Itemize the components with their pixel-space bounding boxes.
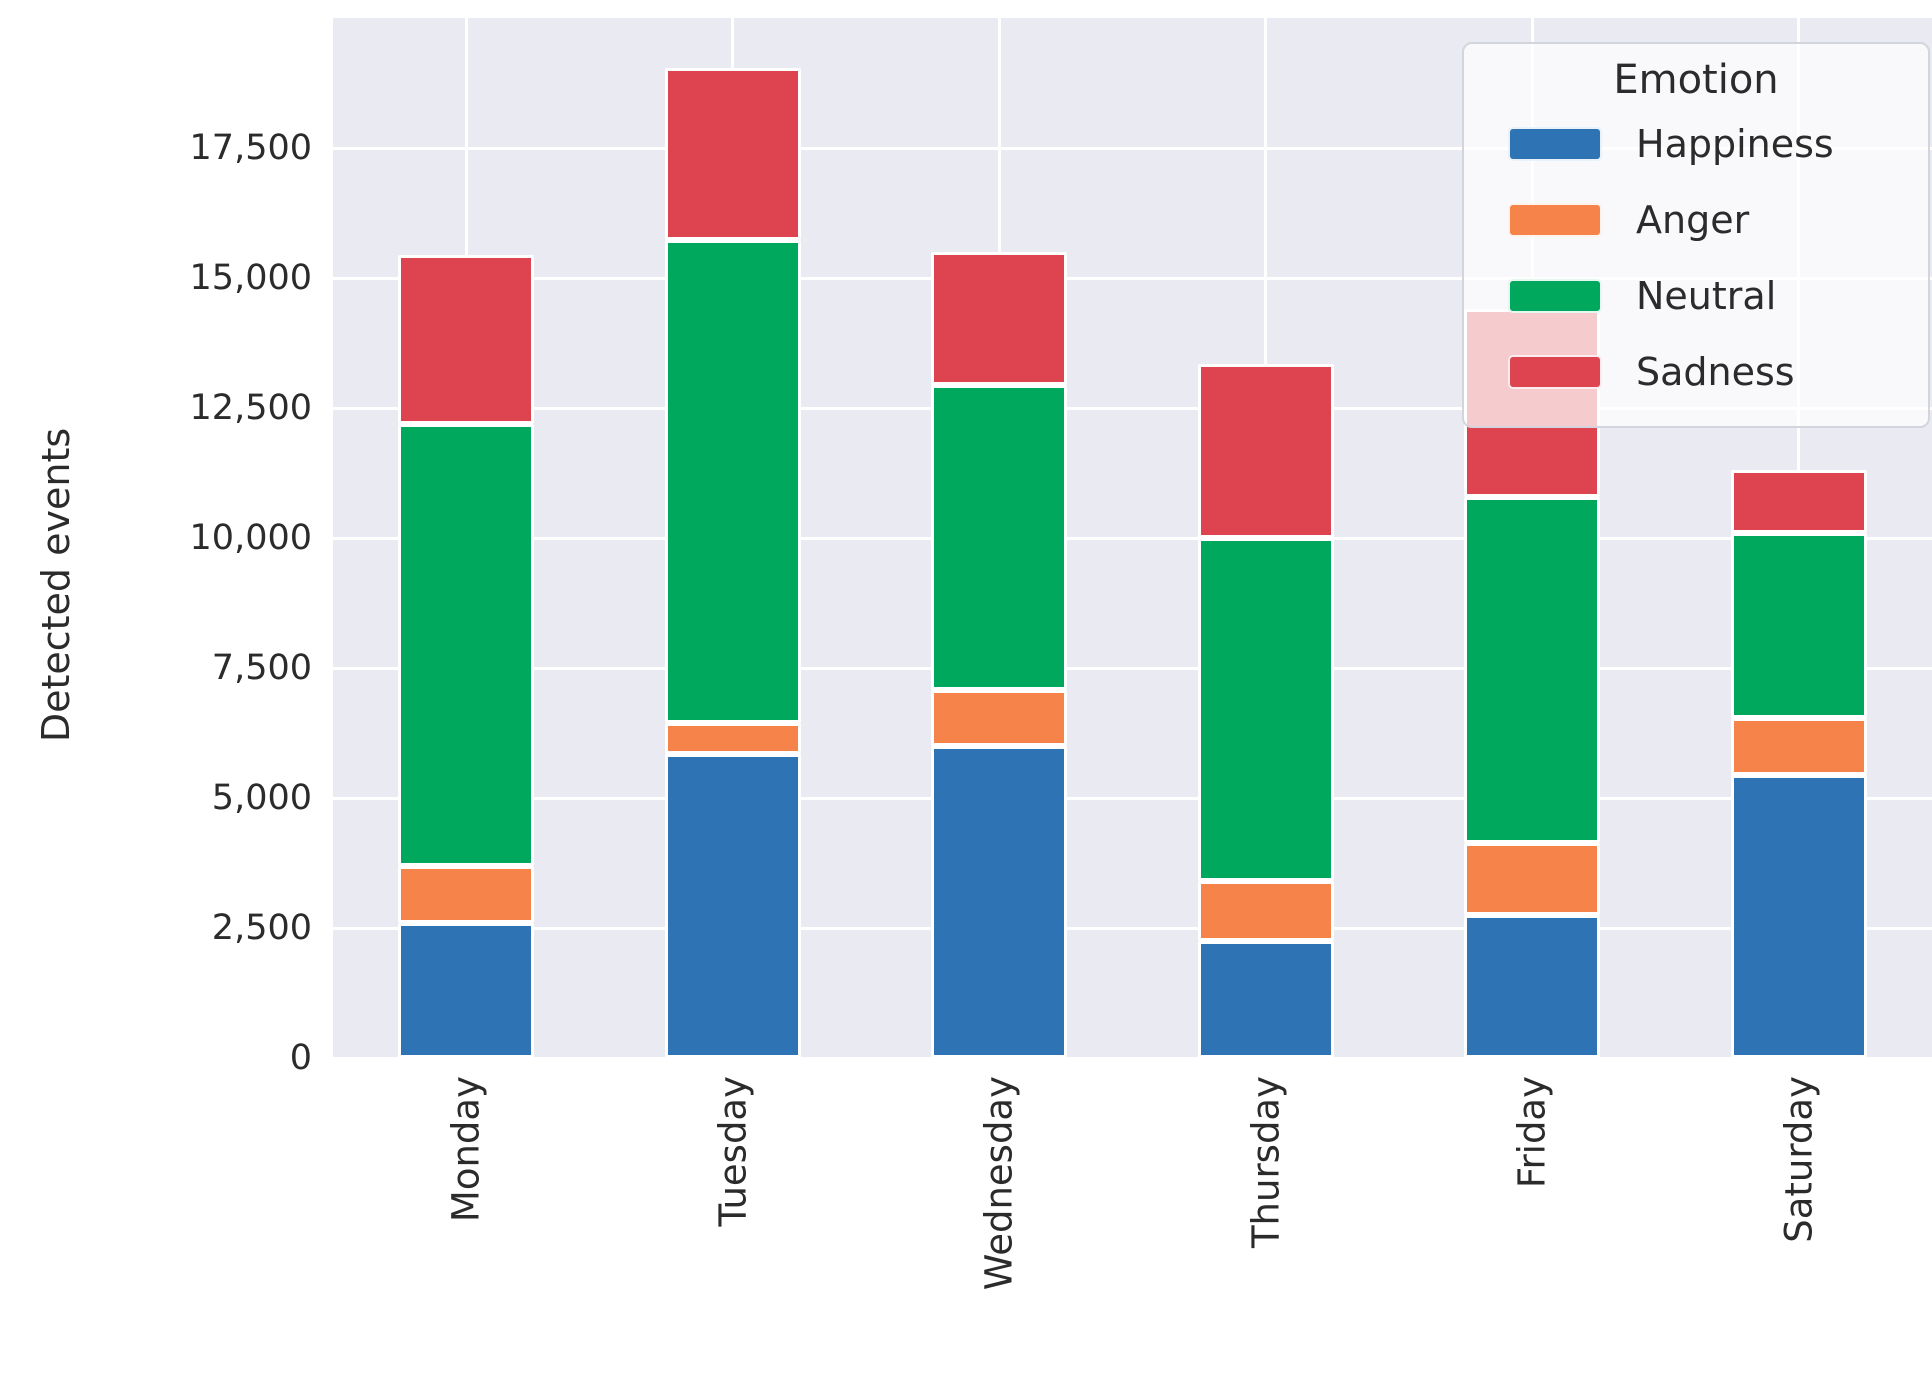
y-tick-5,000: 5,000 — [211, 778, 312, 818]
legend-label-sadness: Sadness — [1636, 350, 1795, 394]
gridline-y-10000 — [333, 536, 1932, 540]
legend-swatch-sadness — [1508, 355, 1602, 389]
bar-segment-happiness-monday — [398, 922, 535, 1058]
bar-segment-sadness-tuesday — [664, 68, 801, 241]
bar-segment-sadness-thursday — [1197, 363, 1334, 538]
legend-label-happiness: Happiness — [1636, 122, 1834, 166]
gridline-y-15000 — [333, 276, 1932, 280]
bar-segment-anger-friday — [1464, 842, 1601, 915]
bar-segment-sadness-saturday — [1730, 469, 1867, 533]
bar-segment-anger-saturday — [1730, 718, 1867, 775]
gridline-y-7500 — [333, 666, 1932, 670]
gridline-y-17500 — [333, 146, 1932, 150]
bar-segment-neutral-wednesday — [931, 384, 1068, 690]
bar-segment-neutral-tuesday — [664, 240, 801, 723]
y-tick-0: 0 — [289, 1038, 312, 1078]
y-tick-15,000: 15,000 — [189, 258, 312, 298]
y-tick-10,000: 10,000 — [189, 518, 312, 558]
legend-label-anger: Anger — [1636, 198, 1750, 242]
y-tick-17,500: 17,500 — [189, 128, 312, 168]
gridline-y-2500 — [333, 926, 1932, 930]
bar-segment-happiness-friday — [1464, 915, 1601, 1058]
legend-title: Emotion — [1613, 57, 1779, 103]
bar-segment-happiness-saturday — [1730, 774, 1867, 1058]
bar-segment-happiness-tuesday — [664, 753, 801, 1058]
legend-swatch-neutral — [1508, 279, 1602, 313]
x-tick-monday: Monday — [444, 1076, 488, 1223]
x-tick-thursday: Thursday — [1244, 1076, 1288, 1249]
legend-row-happiness: Happiness — [1464, 106, 1928, 182]
x-tick-wednesday: Wednesday — [977, 1076, 1021, 1291]
bar-segment-sadness-wednesday — [931, 252, 1068, 385]
legend-swatch-anger — [1508, 203, 1602, 237]
gridline-x-thursday — [1264, 18, 1268, 1058]
y-axis-label: Detected events — [34, 427, 78, 743]
x-tick-friday: Friday — [1510, 1076, 1554, 1189]
legend-row-sadness: Sadness — [1464, 334, 1928, 410]
legend-label-neutral: Neutral — [1636, 274, 1777, 318]
gridline-y-12500 — [333, 406, 1932, 410]
y-tick-12,500: 12,500 — [189, 388, 312, 428]
legend-row-anger: Anger — [1464, 182, 1928, 258]
bar-segment-neutral-monday — [398, 423, 535, 866]
bar-segment-anger-tuesday — [664, 722, 801, 754]
x-tick-saturday: Saturday — [1777, 1076, 1821, 1243]
bar-segment-neutral-friday — [1464, 497, 1601, 843]
bar-segment-neutral-saturday — [1730, 532, 1867, 719]
bar-segment-anger-wednesday — [931, 689, 1068, 746]
bar-segment-sadness-monday — [398, 254, 535, 424]
x-tick-tuesday: Tuesday — [711, 1076, 755, 1227]
gridline-y-5000 — [333, 796, 1932, 800]
gridline-y-0 — [333, 1056, 1932, 1060]
y-tick-7,500: 7,500 — [211, 648, 312, 688]
legend-row-neutral: Neutral — [1464, 258, 1928, 334]
bar-segment-anger-monday — [398, 865, 535, 923]
bar-segment-neutral-thursday — [1197, 538, 1334, 882]
bar-segment-happiness-thursday — [1197, 941, 1334, 1058]
bar-segment-anger-thursday — [1197, 881, 1334, 941]
bar-segment-happiness-wednesday — [931, 746, 1068, 1058]
legend-swatch-happiness — [1508, 127, 1602, 161]
y-tick-2,500: 2,500 — [211, 908, 312, 948]
legend: Emotion Happiness Anger Neutral Sadness — [1462, 42, 1930, 428]
